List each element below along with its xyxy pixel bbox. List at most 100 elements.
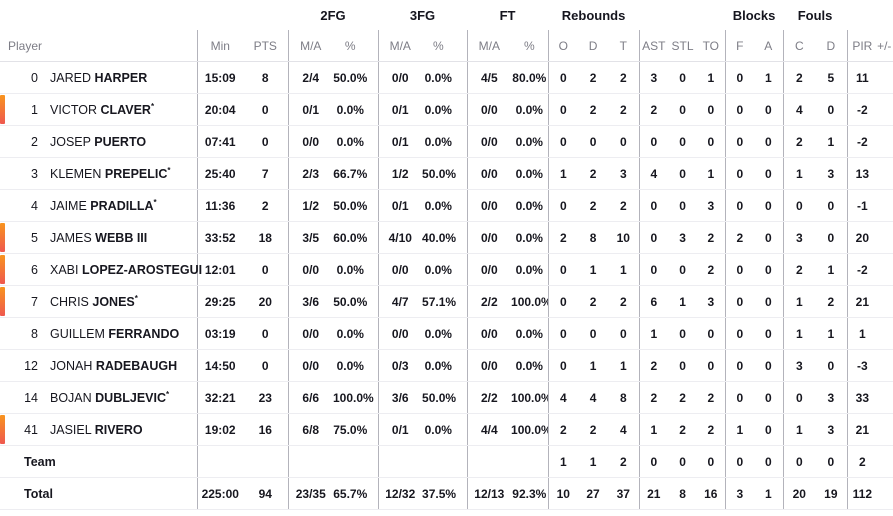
- stat-cell: 0: [547, 253, 579, 286]
- stat-cell: 2: [608, 189, 640, 222]
- player-cell[interactable]: 6 XABI LOPEZ-AROSTEGUI: [0, 253, 202, 286]
- player-number: 7: [31, 294, 38, 309]
- player-number: 0: [31, 70, 38, 85]
- stat-cell: 15:09: [196, 61, 243, 94]
- stat-cell: 07:41: [196, 125, 243, 158]
- stat-cell: 20: [846, 221, 878, 254]
- stat-cell: 0: [638, 445, 669, 478]
- stat-cell: 32:21: [196, 381, 243, 414]
- stat-cell: 1: [846, 317, 878, 350]
- starter-asterisk: *: [166, 389, 170, 399]
- stat-cell: [877, 157, 893, 190]
- stat-cell: 12/13: [466, 477, 512, 510]
- player-cell[interactable]: 5 JAMES WEBB III: [0, 221, 197, 254]
- stat-cell: 100.0%: [511, 285, 549, 318]
- player-last-name: CLAVER: [100, 102, 151, 117]
- player-first-name: KLEMEN: [50, 166, 105, 181]
- stat-cell: 37.5%: [422, 477, 468, 510]
- stat-cell: [877, 445, 893, 478]
- stat-cell: 2: [578, 157, 609, 190]
- player-row[interactable]: 7 CHRIS JONES* 29:25 20 3/6 50.0% 4/7 57.1% 2/2 1…: [0, 285, 893, 318]
- player-row[interactable]: 14 BOJAN DUBLJEVIC* 32:21 23 6/6 100.0% 3/6 50.…: [0, 381, 893, 414]
- stat-cell: 6: [638, 285, 669, 318]
- stat-cell: 0: [668, 189, 698, 222]
- stat-cell: 12/32: [377, 477, 423, 510]
- stat-cell: 11:36: [196, 189, 243, 222]
- stat-cell: 0: [815, 349, 848, 382]
- stat-cell: 0.0%: [333, 253, 379, 286]
- stat-cell: 50.0%: [422, 381, 468, 414]
- player-cell[interactable]: 0 JARED HARPER: [0, 61, 197, 94]
- on-court-indicator: [0, 415, 5, 444]
- column-header-f: F: [724, 30, 755, 62]
- player-last-name: LOPEZ-AROSTEGUI: [81, 262, 203, 277]
- group-header-spacer: [847, 0, 893, 30]
- player-row[interactable]: 6 XABI LOPEZ-AROSTEGUI 12:01 0 0/0 0.0% 0/0 0.0…: [0, 253, 893, 286]
- stat-cell: -3: [846, 349, 878, 382]
- player-cell[interactable]: 4 JAIME PRADILLA*: [0, 189, 197, 222]
- stat-cell: 5: [815, 61, 848, 94]
- stat-cell: 1: [608, 253, 640, 286]
- stat-cell: [877, 349, 893, 382]
- player-row[interactable]: 4 JAIME PRADILLA* 11:36 2 1/2 50.0% 0/1 0.0% 0/0…: [0, 189, 893, 222]
- player-last-name: FERRANDO: [108, 326, 180, 341]
- stat-cell: 0: [668, 125, 698, 158]
- player-number: 1: [31, 102, 38, 117]
- stat-cell: 0: [724, 381, 755, 414]
- player-row[interactable]: 41 JASIEL RIVERO 19:02 16 6/8 75.0% 0/1 0.0% 4/4…: [0, 413, 893, 446]
- stat-cell: 0: [608, 317, 640, 350]
- stat-cell: [877, 285, 893, 318]
- stat-cell: 2: [578, 285, 609, 318]
- group-header-2fg: 2FG: [320, 7, 346, 23]
- player-first-name: JOSEP: [50, 134, 95, 149]
- stat-cell: 2: [815, 285, 848, 318]
- player-cell[interactable]: 12 JONAH RADEBAUGH: [0, 349, 197, 382]
- stat-cell: 92.3%: [511, 477, 549, 510]
- stat-cell: 2: [578, 61, 609, 94]
- starter-asterisk: *: [134, 293, 138, 303]
- player-row[interactable]: 8 GUILLEM FERRANDO 03:19 0 0/0 0.0% 0/0 0.0% 0/0…: [0, 317, 893, 350]
- stat-cell: 0: [754, 285, 784, 318]
- player-row[interactable]: 1 VICTOR CLAVER* 20:04 0 0/1 0.0% 0/1 0.0% 0/0 0.…: [0, 93, 893, 126]
- player-row[interactable]: 0 JARED HARPER 15:09 8 2/4 50.0% 0/0 0.0% 4/5 80.…: [0, 61, 893, 94]
- player-cell[interactable]: 7 CHRIS JONES*: [0, 285, 197, 318]
- stat-cell: 16: [243, 413, 288, 446]
- player-row[interactable]: 12 JONAH RADEBAUGH 14:50 0 0/0 0.0% 0/3 0.0% 0/0…: [0, 349, 893, 382]
- player-row[interactable]: 2 JOSEP PUERTO 07:41 0 0/0 0.0% 0/1 0.0% 0/0 0.0%…: [0, 125, 893, 158]
- player-number: 5: [31, 230, 38, 245]
- stat-cell: 2: [578, 93, 609, 126]
- player-row[interactable]: 3 KLEMEN PREPELIC* 25:40 7 2/3 66.7% 1/2 50.0% 0…: [0, 157, 893, 190]
- player-cell[interactable]: 2 JOSEP PUERTO: [0, 125, 197, 158]
- player-row[interactable]: 5 JAMES WEBB III 33:52 18 3/5 60.0% 4/10 40.0% 0…: [0, 221, 893, 254]
- stat-cell: 3: [638, 61, 669, 94]
- stat-cell: 0: [724, 317, 755, 350]
- player-first-name: JAMES: [50, 230, 96, 245]
- stat-cell: 0: [243, 93, 288, 126]
- stat-cell: 6/8: [287, 413, 333, 446]
- group-header-blocks: Blocks: [732, 7, 776, 23]
- stat-cell: 21: [846, 413, 878, 446]
- stat-cell: 0: [638, 189, 669, 222]
- stat-cell: 0: [754, 349, 784, 382]
- stat-cell: 0: [697, 317, 726, 350]
- column-header-pts: PTS: [243, 30, 288, 62]
- stat-cell: 8: [668, 477, 698, 510]
- column-header-m-a: M/A: [287, 30, 333, 62]
- player-cell[interactable]: 14 BOJAN DUBLJEVIC*: [0, 381, 197, 414]
- player-cell[interactable]: 1 VICTOR CLAVER*: [0, 93, 197, 126]
- player-first-name: VICTOR: [50, 102, 101, 117]
- stat-cell: 0: [638, 221, 669, 254]
- stat-cell: 2/2: [466, 381, 512, 414]
- stat-cell: 2: [638, 381, 669, 414]
- stat-cell: 1: [638, 317, 669, 350]
- team-row: Team 1 1 2 0 0 0 0 0 0 0 2: [0, 445, 893, 478]
- stat-cell: 4: [638, 157, 669, 190]
- stat-cell: 19: [815, 477, 848, 510]
- stat-cell: 33: [846, 381, 878, 414]
- stat-cell: 0/0: [466, 317, 512, 350]
- player-cell[interactable]: 8 GUILLEM FERRANDO: [0, 317, 197, 350]
- player-cell[interactable]: 3 KLEMEN PREPELIC*: [0, 157, 197, 190]
- stat-cell: 20: [782, 477, 816, 510]
- player-cell[interactable]: 41 JASIEL RIVERO: [0, 413, 197, 446]
- stat-cell: 3: [697, 189, 726, 222]
